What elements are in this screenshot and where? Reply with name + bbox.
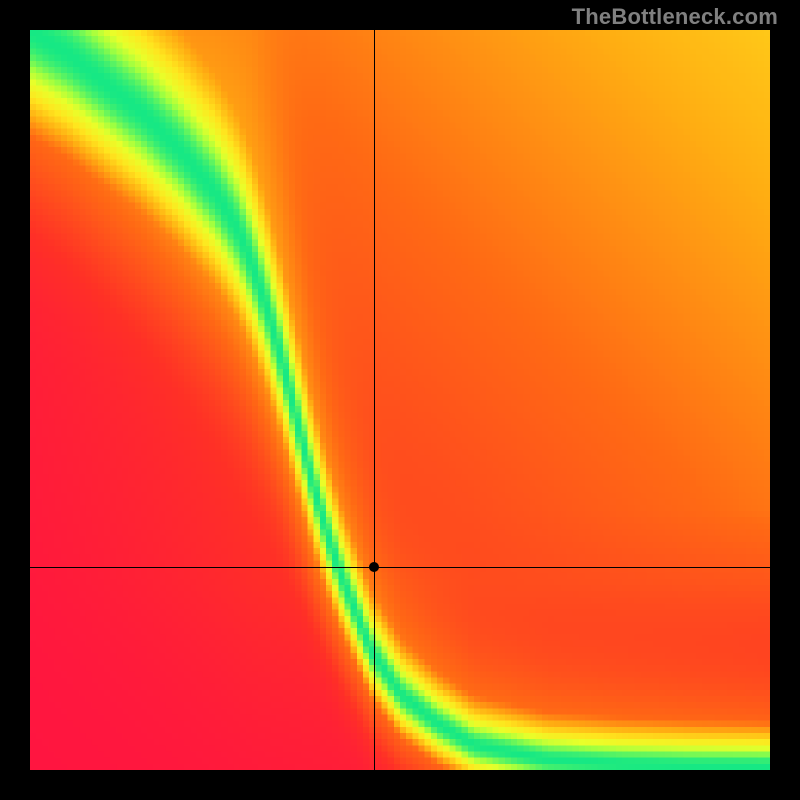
bottleneck-marker bbox=[369, 562, 379, 572]
heatmap-canvas bbox=[30, 30, 770, 770]
watermark-text: TheBottleneck.com bbox=[572, 4, 778, 30]
heatmap-plot bbox=[30, 30, 770, 770]
crosshair-vertical bbox=[374, 30, 375, 770]
crosshair-horizontal bbox=[30, 567, 770, 568]
